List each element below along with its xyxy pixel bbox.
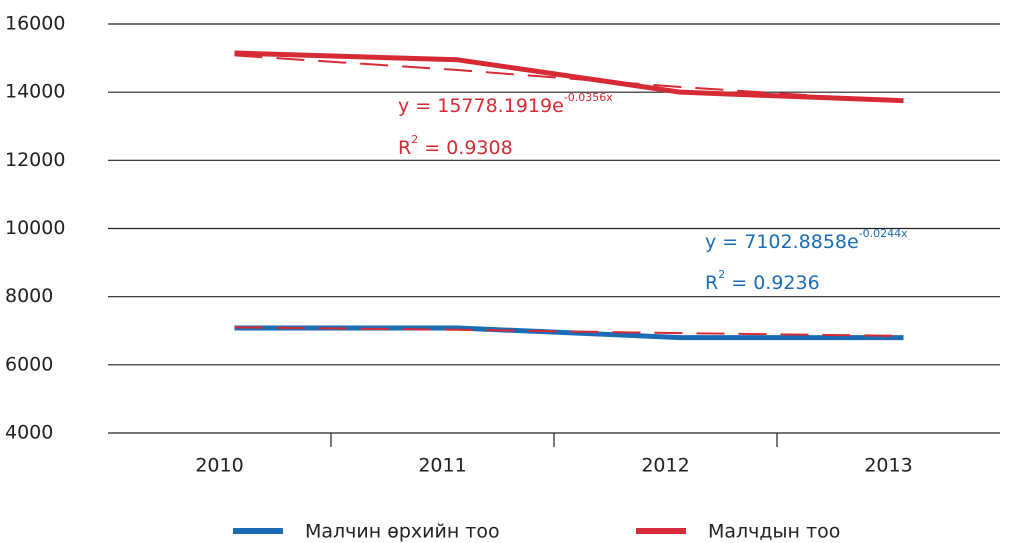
trend-line xyxy=(234,326,904,337)
equation-sup: -0.0356x xyxy=(564,91,613,104)
y-tick-label: 14000 xyxy=(5,81,65,103)
y-tick-label: 4000 xyxy=(5,422,53,444)
y-tick-label: 8000 xyxy=(5,285,53,307)
equation-text: R xyxy=(705,272,718,294)
y-tick-label: 6000 xyxy=(5,353,53,375)
equation-sup: 2 xyxy=(718,268,725,281)
x-tick-label: 2012 xyxy=(641,455,689,477)
x-tick-label: 2013 xyxy=(864,455,912,477)
equation-text: R xyxy=(398,137,411,159)
y-tick-label: 12000 xyxy=(5,149,65,171)
trend-equation: R2 = 0.9308 xyxy=(398,133,513,159)
y-tick-label: 16000 xyxy=(5,13,65,35)
equation-text: y = 15778.1919e xyxy=(398,95,564,117)
trend-equation: y = 7102.8858e-0.0244x xyxy=(705,227,908,253)
equation-text: y = 7102.8858e xyxy=(705,231,859,253)
equation-sup: 2 xyxy=(411,133,418,146)
legend-label: Малчдын тоо xyxy=(708,521,840,543)
x-tick-label: 2010 xyxy=(195,455,243,477)
x-tick-label: 2011 xyxy=(418,455,466,477)
equation-text: = 0.9308 xyxy=(418,137,512,159)
series-line xyxy=(234,325,904,341)
series-line xyxy=(234,50,904,104)
trend-equation: y = 15778.1919e-0.0356x xyxy=(398,91,613,117)
trend-equation: R2 = 0.9236 xyxy=(705,268,820,294)
equation-text: = 0.9236 xyxy=(725,272,819,294)
equation-sup: -0.0244x xyxy=(859,227,908,240)
trend-line xyxy=(234,54,904,103)
legend-label: Малчин өрхийн тоо xyxy=(305,521,500,543)
y-tick-label: 10000 xyxy=(5,217,65,239)
